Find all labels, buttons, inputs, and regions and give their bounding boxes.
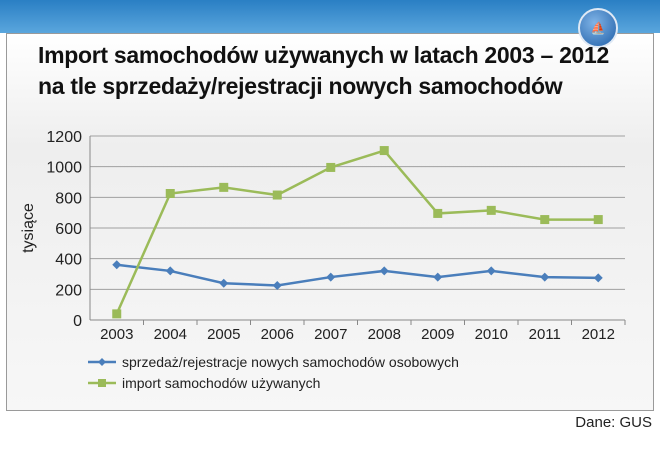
data-point (433, 272, 443, 282)
data-point (326, 272, 336, 282)
legend-label: import samochodów używanych (122, 375, 320, 391)
data-point (540, 215, 550, 225)
x-tick-label: 2006 (261, 326, 294, 343)
header-band (0, 0, 660, 33)
data-point (165, 189, 175, 198)
data-point (112, 260, 122, 270)
y-tick-label: 200 (55, 282, 82, 299)
x-tick-label: 2004 (154, 326, 187, 343)
x-tick-label: 2003 (100, 326, 133, 343)
data-point (165, 266, 175, 276)
data-point (272, 190, 282, 200)
y-tick-label: 1000 (46, 160, 82, 177)
legend-marker (98, 379, 106, 387)
data-point (272, 281, 282, 290)
x-tick-label: 2009 (421, 326, 454, 343)
data-point (486, 266, 496, 276)
y-tick-label: 0 (73, 313, 82, 330)
y-tick-label: 800 (55, 190, 82, 207)
y-tick-label: 600 (55, 221, 82, 238)
y-tick-label: 1200 (46, 129, 82, 146)
legend-label: sprzedaż/rejestracje nowych samochodów o… (122, 354, 459, 370)
data-point (593, 273, 603, 283)
source-note: Dane: GUS (575, 414, 652, 431)
x-tick-label: 2007 (314, 326, 347, 343)
data-point (540, 272, 550, 282)
data-point (326, 162, 336, 172)
data-point (593, 215, 603, 225)
logo-icon: ⛵ (578, 8, 618, 48)
x-tick-label: 2011 (529, 326, 561, 343)
data-point (486, 205, 496, 215)
title-line-1: Import samochodów używanych w latach 200… (38, 42, 610, 68)
y-tick-label: 400 (55, 252, 82, 269)
series-line (116, 263, 599, 287)
data-point (433, 208, 443, 218)
title-line-2: na tle sprzedaży/rejestracji nowych samo… (38, 73, 563, 99)
data-point (379, 146, 389, 156)
chart-title: Import samochodów używanych w latach 200… (38, 40, 609, 102)
x-tick-label: 2008 (368, 326, 401, 343)
series-line (115, 149, 599, 315)
y-axis-label: tysiące (20, 203, 37, 253)
x-tick-label: 2012 (582, 326, 615, 343)
data-point (219, 182, 229, 192)
data-point (112, 309, 122, 319)
data-point (379, 266, 389, 276)
legend-marker (98, 358, 106, 366)
x-tick-label: 2010 (475, 326, 508, 343)
x-tick-label: 2005 (207, 326, 240, 343)
data-point (219, 278, 229, 288)
